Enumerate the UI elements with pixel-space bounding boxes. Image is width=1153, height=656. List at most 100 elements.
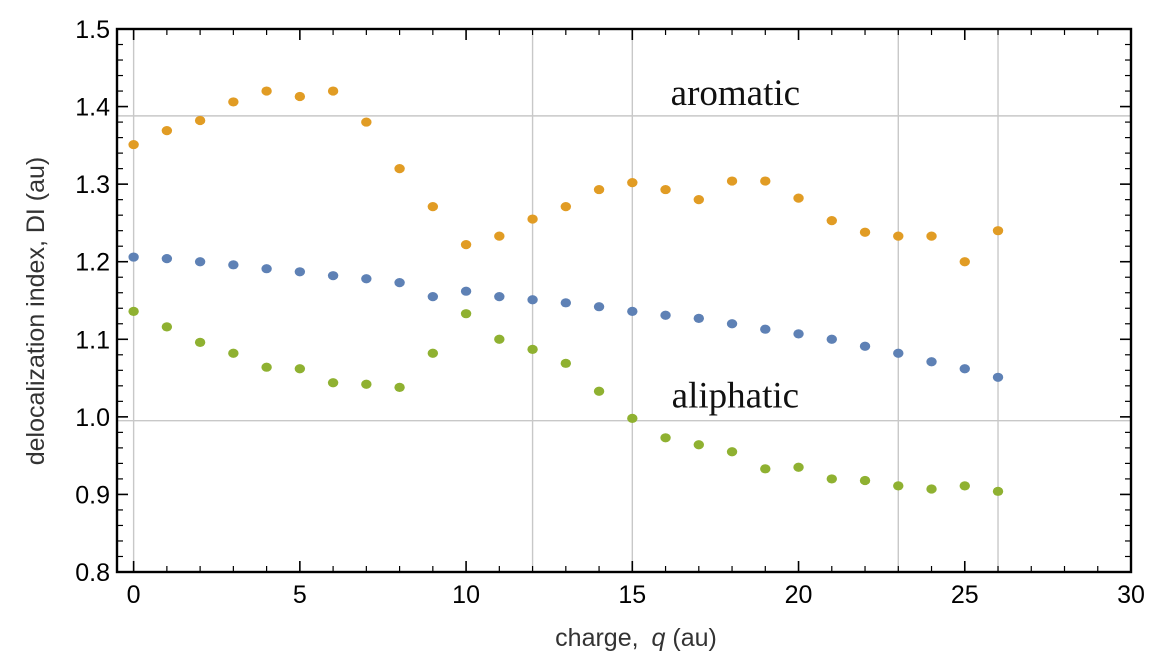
data-point-series1-6 [327,86,339,96]
data-point-series2-13 [560,298,572,308]
y-tick-label-1.5: 1.5 [75,16,110,44]
y-tick-label-0.8: 0.8 [75,559,110,587]
data-point-series1-8 [394,164,405,174]
annotation-aliphatic: aliphatic [672,376,799,417]
data-point-series1-26 [992,226,1004,236]
x-tick-label-20: 20 [785,581,813,609]
data-point-series2-22 [859,341,871,351]
data-point-series3-23 [893,481,904,491]
data-point-series1-24 [926,231,937,241]
data-point-series2-23 [893,348,904,358]
y-tick-label-1.2: 1.2 [75,249,110,277]
data-point-series3-0 [128,306,139,316]
data-point-series1-9 [427,202,439,212]
data-point-series3-5 [294,364,306,374]
data-point-series3-14 [593,386,605,396]
data-point-series1-12 [527,214,538,224]
data-point-series1-10 [460,240,472,250]
data-point-series1-2 [194,115,206,126]
data-point-series1-22 [859,227,871,237]
data-point-series2-9 [427,292,439,302]
data-point-series2-5 [294,267,306,277]
data-point-series3-21 [826,474,837,484]
data-point-series1-20 [793,193,804,203]
data-point-series3-17 [693,440,705,450]
data-point-series3-19 [760,464,771,474]
data-point-series3-18 [726,447,738,457]
data-point-series1-25 [959,257,970,267]
x-tick-label-25: 25 [951,581,979,609]
data-point-series1-4 [261,86,272,96]
data-point-series2-1 [161,254,173,264]
data-point-series2-15 [627,306,638,316]
data-point-series3-10 [460,309,472,319]
data-point-series2-14 [593,302,605,312]
y-tick-label-1: 1.0 [75,404,110,432]
data-point-series2-19 [760,324,771,334]
data-point-series2-6 [327,271,339,281]
x-tick-label-0: 0 [127,581,141,609]
data-point-series1-19 [760,176,771,186]
data-point-series3-25 [959,481,970,491]
tick-marks [117,28,1132,573]
data-point-series3-13 [560,358,572,368]
data-points [128,86,1004,496]
data-point-series3-11 [494,334,505,344]
data-point-series3-12 [527,344,538,354]
data-point-series2-17 [693,313,705,323]
data-point-series2-25 [959,364,970,374]
data-point-series1-17 [693,195,705,205]
x-tick-label-15: 15 [618,581,646,609]
plot-border [115,27,1133,574]
data-point-series3-16 [660,433,671,443]
data-point-series2-4 [261,264,272,274]
data-point-series1-14 [593,184,605,195]
x-tick-label-30: 30 [1117,581,1145,609]
annotation-aromatic: aromatic [671,73,800,114]
data-point-series1-5 [294,91,306,102]
data-point-series1-3 [228,97,239,107]
data-point-series2-26 [992,372,1004,382]
data-point-series2-3 [228,260,239,270]
data-point-series1-1 [161,126,173,136]
data-point-series3-24 [926,484,937,494]
data-point-series1-18 [726,176,738,186]
data-point-series3-2 [194,337,206,347]
y-tick-label-1.3: 1.3 [75,171,110,199]
data-point-series1-16 [660,184,671,195]
y-tick-label-1.4: 1.4 [75,94,110,122]
data-point-series3-7 [361,379,372,389]
data-point-series3-1 [161,322,173,332]
data-point-series1-7 [361,117,372,127]
plot-frame [115,27,1133,574]
annotations: aromatic aliphatic [671,73,800,417]
x-tick-label-10: 10 [452,581,480,609]
x-tick-label-5: 5 [293,581,307,609]
data-point-series3-3 [228,348,239,358]
data-point-series1-15 [627,177,638,188]
grid-lines [117,29,1131,572]
data-point-series2-8 [394,278,405,288]
data-point-series1-11 [494,231,505,241]
data-point-series2-0 [128,252,139,262]
data-point-series2-11 [494,292,505,302]
data-point-series3-4 [261,362,272,372]
y-tick-label-1.1: 1.1 [75,326,110,354]
y-tick-label-0.9: 0.9 [75,481,110,509]
data-point-series2-2 [194,257,206,267]
tick-labels: 0 5 10 15 20 25 30 0.8 0.9 1.0 1.1 1.2 1.3 1.4 1.5 [75,16,1145,609]
data-point-series3-9 [427,348,439,358]
data-point-series2-16 [660,310,671,320]
data-point-series2-10 [460,286,472,296]
data-point-series1-23 [893,231,904,241]
data-point-series3-20 [793,462,804,472]
data-point-series2-7 [361,274,372,284]
data-point-series3-8 [394,382,405,392]
data-point-series1-0 [128,139,139,150]
data-point-series2-24 [926,357,937,367]
data-point-series3-6 [327,378,339,388]
data-point-series1-13 [560,202,572,212]
y-axis-label: delocalization index, DI (au) [22,157,50,466]
